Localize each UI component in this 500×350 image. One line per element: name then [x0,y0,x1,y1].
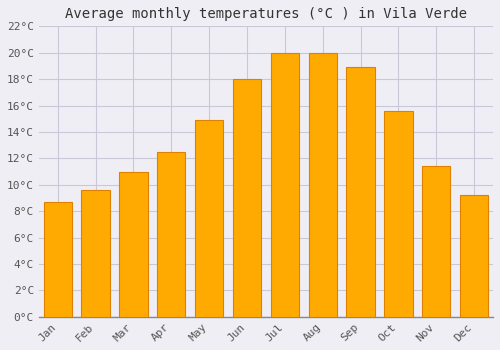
Bar [346,67,375,317]
Bar [157,152,186,317]
Bar [44,202,72,317]
Bar [308,53,337,317]
Bar [233,79,261,317]
Bar [460,195,488,317]
Bar [119,172,148,317]
Title: Average monthly temperatures (°C ) in Vila Verde: Average monthly temperatures (°C ) in Vi… [65,7,467,21]
Bar [384,111,412,317]
Bar [422,166,450,317]
Bar [82,190,110,317]
Bar [195,120,224,317]
Bar [270,53,299,317]
